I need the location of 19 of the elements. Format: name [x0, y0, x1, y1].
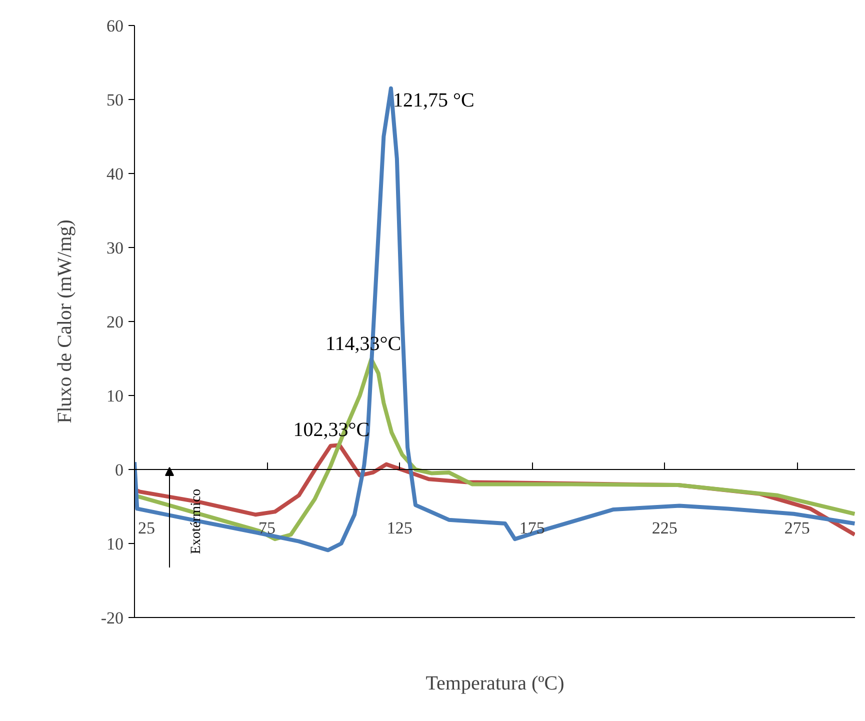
y-tick-label: 60 [106, 16, 124, 36]
y-axis-title: Fluxo de Calor (mW/mg) [54, 220, 76, 424]
y-tick-label: 10 [106, 386, 124, 406]
x-tick-label: 125 [386, 518, 412, 538]
x-axis-title: Temperatura (ºC) [426, 672, 564, 694]
x-tick-label: 275 [784, 518, 810, 538]
y-tick-label: -20 [100, 608, 124, 628]
x-tick-label: 75 [258, 518, 276, 538]
y-tick-label: 40 [106, 164, 124, 184]
y-tick-label: 0 [115, 460, 124, 480]
y-tick-label: 30 [106, 238, 124, 258]
line-series [134, 86, 855, 552]
x-tick-label: 225 [652, 518, 678, 538]
annotation: Exotérmico [189, 488, 204, 554]
annotation: 121,75 °C [392, 89, 474, 112]
y-tick-label: 10 [106, 534, 124, 554]
x-tick-label: 25 [138, 518, 155, 538]
y-tick-label: 50 [106, 90, 124, 110]
y-tick-label: 20 [106, 312, 124, 332]
